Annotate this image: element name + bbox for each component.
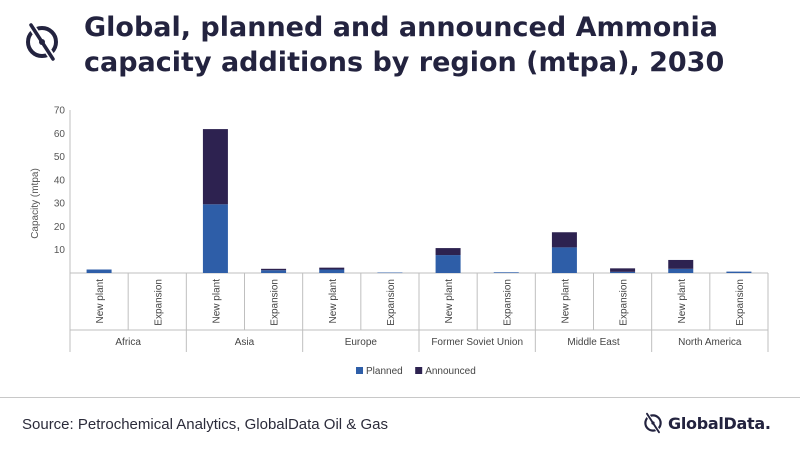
bar-planned — [668, 268, 694, 273]
bar-planned — [86, 269, 112, 273]
bar-planned — [261, 270, 287, 273]
region-label: Africa — [115, 337, 141, 348]
bar-planned — [726, 271, 752, 273]
region-label: Asia — [235, 337, 255, 348]
y-tick-label: 30 — [54, 199, 66, 210]
bar-announced — [668, 259, 694, 269]
sub-category-label: New plant — [677, 279, 688, 324]
legend-swatch-planned — [356, 367, 363, 374]
source-note: Source: Petrochemical Analytics, GlobalD… — [22, 416, 388, 433]
legend-label: Planned — [366, 366, 403, 377]
bar-announced — [551, 232, 577, 248]
sub-category-label: New plant — [95, 279, 106, 324]
y-tick-label: 40 — [54, 175, 66, 186]
y-tick-label: 20 — [54, 222, 66, 233]
sub-category-label: New plant — [560, 279, 571, 324]
bar-announced — [202, 129, 228, 205]
bar-planned — [319, 269, 345, 273]
bar-planned — [610, 271, 636, 273]
sub-category-label: Expansion — [386, 279, 397, 326]
chart-title: Global, planned and announced Ammonia ca… — [84, 12, 725, 78]
y-tick-label: 50 — [54, 152, 66, 163]
brand-mark-icon — [644, 412, 662, 434]
bar-planned — [202, 204, 228, 273]
bar-announced — [610, 268, 636, 272]
y-tick-label: 70 — [54, 106, 66, 117]
brand-logo: GlobalData. — [642, 411, 771, 435]
globaldata-logo-icon — [26, 22, 58, 62]
y-axis-title: Capacity (mtpa) — [30, 168, 41, 239]
region-label: Former Soviet Union — [431, 337, 523, 348]
sub-category-label: Expansion — [153, 279, 164, 326]
y-tick-label: 60 — [54, 129, 66, 140]
sub-category-label: New plant — [444, 279, 455, 324]
sub-category-label: Expansion — [735, 279, 746, 326]
region-label: Europe — [345, 337, 378, 348]
sub-category-label: Expansion — [619, 279, 630, 326]
bar-announced — [319, 267, 345, 270]
region-label: North America — [678, 337, 742, 348]
brand-name: GlobalData. — [668, 413, 771, 433]
bar-announced — [261, 268, 287, 271]
region-label: Middle East — [567, 337, 619, 348]
bar-announced — [435, 248, 461, 256]
bar-planned — [435, 255, 461, 273]
sub-category-label: New plant — [328, 279, 339, 324]
sub-category-label: New plant — [211, 279, 222, 324]
sub-category-label: Expansion — [270, 279, 281, 326]
legend-label: Announced — [425, 366, 476, 377]
y-tick-label: 10 — [54, 245, 66, 256]
sub-category-label: Expansion — [502, 279, 513, 326]
footer-divider — [0, 397, 800, 398]
bar-planned — [493, 272, 519, 273]
bar-planned — [551, 247, 577, 273]
legend-swatch-announced — [415, 367, 423, 374]
bar-chart: 10 20 30 40 50 60 70 Capacity (mtpa) New plant Ex… — [30, 106, 769, 377]
bar-planned — [377, 272, 403, 274]
